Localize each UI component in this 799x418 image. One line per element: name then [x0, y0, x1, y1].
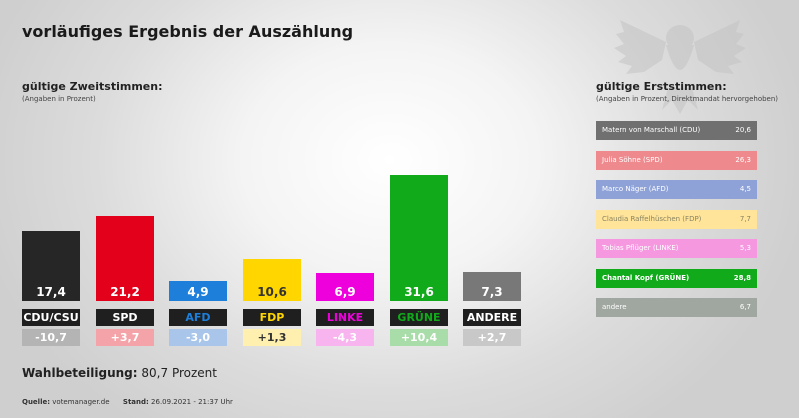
zweitstimmen-title: gültige Zweitstimmen:	[22, 80, 163, 93]
party-diff-cdu-csu: -10,7	[22, 329, 80, 346]
page-title: vorläufiges Ergebnis der Auszählung	[22, 22, 354, 41]
party-diff-gr-ne: +10,4	[390, 329, 448, 346]
bar-spd	[96, 216, 154, 301]
source-label: Quelle:	[22, 398, 51, 406]
party-diff-andere: +2,7	[463, 329, 521, 346]
stand-label: Stand:	[122, 398, 149, 406]
candidate-row: Chantal Kopf (GRÜNE) 28,8	[596, 269, 757, 288]
zweitstimmen-subtitle: (Angaben in Prozent)	[22, 95, 96, 103]
turnout: Wahlbeteiligung: 80,7 Prozent	[22, 366, 217, 380]
bar-value-afd: 4,9	[187, 285, 209, 299]
candidate-name: Marco Näger (AFD)	[602, 185, 669, 193]
bar-andere	[463, 272, 521, 301]
party-diff-fdp: +1,3	[243, 329, 301, 346]
candidate-row: Matern von Marschall (CDU) 20,6	[596, 121, 757, 140]
bar-value-linke: 6,9	[334, 285, 356, 299]
erststimmen-title: gültige Erststimmen:	[596, 80, 727, 93]
candidate-row: Tobias Pflüger (LINKE) 5,3	[596, 239, 757, 258]
bar-value-fdp: 10,6	[257, 285, 287, 299]
turnout-label: Wahlbeteiligung:	[22, 366, 138, 380]
bar-afd	[169, 281, 227, 301]
stand-value: 26.09.2021 - 21:37 Uhr	[151, 398, 233, 406]
candidate-value: 6,7	[739, 303, 751, 311]
erststimmen-subtitle: (Angaben in Prozent, Direktmandat hervor…	[596, 95, 779, 103]
footer: Quelle: votemanager.de Stand: 26.09.2021…	[22, 398, 233, 406]
turnout-value: 80,7 Prozent	[141, 366, 217, 380]
bar-value-cdu-csu: 17,4	[36, 285, 66, 299]
bar-value-spd: 21,2	[110, 285, 140, 299]
candidate-name: Julia Söhne (SPD)	[602, 156, 663, 164]
party-label-cdu-csu: CDU/CSU	[22, 309, 80, 326]
candidate-name: Claudia Raffelhüschen (FDP)	[602, 215, 702, 223]
candidate-row: Claudia Raffelhüschen (FDP) 7,7	[596, 210, 757, 229]
party-label-gr-ne: GRÜNE	[390, 309, 448, 326]
party-label-fdp: FDP	[243, 309, 301, 326]
candidate-value: 5,3	[739, 244, 751, 252]
candidate-name: Matern von Marschall (CDU)	[602, 126, 701, 134]
bar-cdu-csu	[22, 231, 80, 301]
source-value: votemanager.de	[52, 398, 110, 406]
candidate-value: 4,5	[739, 185, 751, 193]
bar-value-gr-ne: 31,6	[404, 285, 434, 299]
party-diff-spd: +3,7	[96, 329, 154, 346]
federal-eagle-icon	[614, 20, 746, 114]
candidate-name: Chantal Kopf (GRÜNE)	[602, 274, 690, 282]
party-label-linke: LINKE	[316, 309, 374, 326]
candidate-name: Tobias Pflüger (LINKE)	[602, 244, 679, 252]
bar-fdp	[243, 259, 301, 301]
party-label-andere: ANDERE	[463, 309, 521, 326]
bar-linke	[316, 273, 374, 301]
candidate-row: Julia Söhne (SPD) 26,3	[596, 151, 757, 170]
candidate-value: 20,6	[735, 126, 751, 134]
candidate-value: 28,8	[733, 274, 751, 282]
zweitstimmen-chart: 17,4 CDU/CSU -10,7 21,2 SPD +3,7 4,9 AFD -3,0 10,…	[22, 175, 521, 346]
candidate-row: Marco Näger (AFD) 4,5	[596, 180, 757, 199]
candidate-value: 26,3	[735, 156, 751, 164]
party-diff-linke: -4,3	[316, 329, 374, 346]
party-label-spd: SPD	[96, 309, 154, 326]
bar-value-andere: 7,3	[481, 285, 503, 299]
candidate-name: andere	[602, 303, 627, 311]
candidate-value: 7,7	[739, 215, 751, 223]
candidate-row: andere 6,7	[596, 298, 757, 317]
party-label-afd: AFD	[169, 309, 227, 326]
bar-gr-ne	[390, 175, 448, 301]
party-diff-afd: -3,0	[169, 329, 227, 346]
